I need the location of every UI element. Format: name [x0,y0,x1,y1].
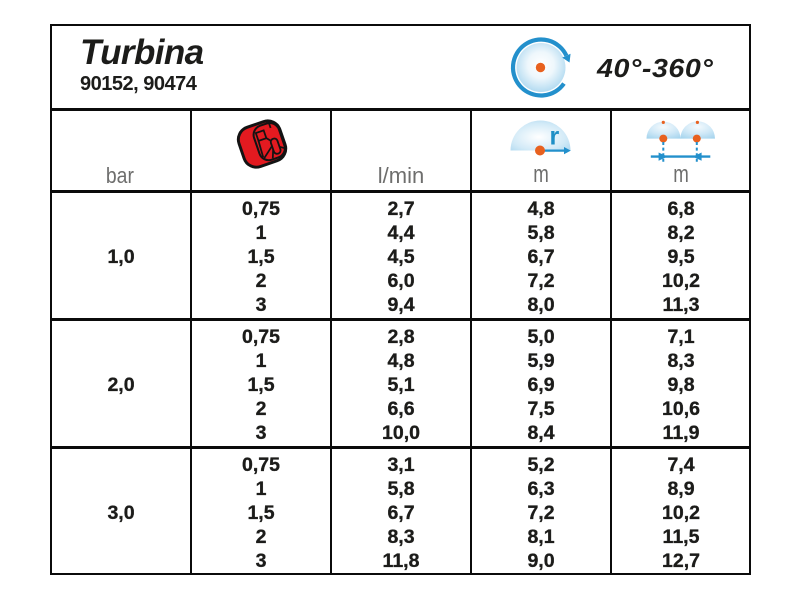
svg-text:r: r [550,123,560,151]
